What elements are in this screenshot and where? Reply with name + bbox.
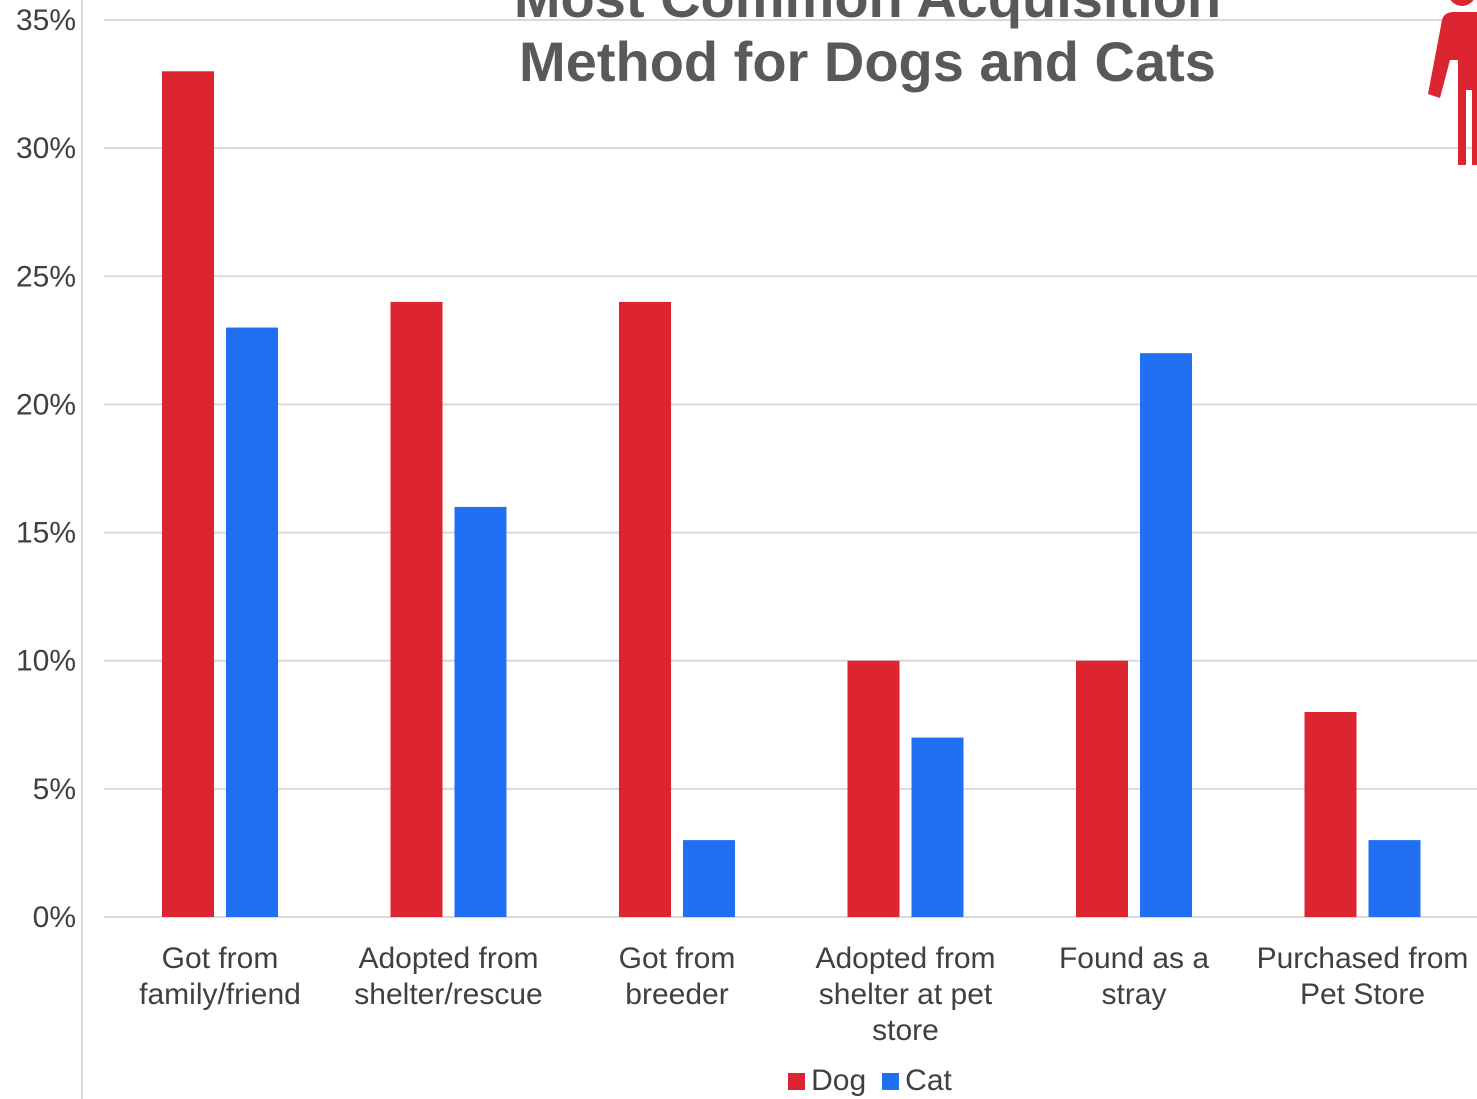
y-tick-label: 20% <box>16 388 76 421</box>
bar-dog-0 <box>162 71 214 917</box>
chart-title-line-2: Method for Dogs and Cats <box>519 30 1216 93</box>
x-tick-label: Found as a <box>1059 942 1209 975</box>
x-tick-label: store <box>872 1014 939 1047</box>
x-tick-label: shelter/rescue <box>354 978 542 1011</box>
bar-cat-0 <box>226 327 278 917</box>
bar-cat-2 <box>683 840 735 917</box>
x-tick-label: Purchased from <box>1257 942 1469 975</box>
x-tick-label: Got from <box>162 942 279 975</box>
x-tick-label: Adopted from <box>358 942 538 975</box>
legend-item-dog: Dog <box>788 1064 866 1098</box>
x-tick-label: breeder <box>625 978 728 1011</box>
x-tick-label: Pet Store <box>1300 978 1425 1011</box>
bar-dog-3 <box>847 660 900 917</box>
x-tick-label: family/friend <box>139 978 301 1011</box>
bar-cat-3 <box>911 737 964 917</box>
y-tick-label: 25% <box>16 260 76 293</box>
bar-cat-4 <box>1140 353 1192 918</box>
x-tick-label: stray <box>1101 978 1166 1011</box>
x-tick-label: Adopted from <box>815 942 995 975</box>
bar-cat-1 <box>454 506 507 917</box>
legend-item-cat: Cat <box>882 1064 952 1098</box>
y-tick-label: 15% <box>16 517 76 550</box>
y-tick-label: 30% <box>16 132 76 165</box>
chart-title-line-1: Most Common Acquisition <box>380 0 1355 30</box>
legend-swatch-cat <box>882 1072 900 1090</box>
chart-legend: Dog Cat <box>0 1064 1477 1098</box>
legend-label-cat: Cat <box>905 1064 952 1097</box>
y-tick-label: 0% <box>33 901 76 934</box>
bar-dog-5 <box>1304 711 1357 917</box>
bar-dog-4 <box>1076 660 1128 917</box>
bar-dog-2 <box>619 301 671 917</box>
person-icon <box>1428 0 1477 165</box>
bar-dog-1 <box>390 301 443 917</box>
y-tick-label: 35% <box>16 4 76 37</box>
x-tick-label: Got from <box>619 942 736 975</box>
legend-swatch-dog <box>788 1072 806 1090</box>
bar-cat-5 <box>1368 840 1421 917</box>
y-tick-label: 10% <box>16 645 76 678</box>
x-tick-label: shelter at pet <box>819 978 993 1011</box>
y-tick-label: 5% <box>33 773 76 806</box>
legend-label-dog: Dog <box>811 1064 867 1097</box>
